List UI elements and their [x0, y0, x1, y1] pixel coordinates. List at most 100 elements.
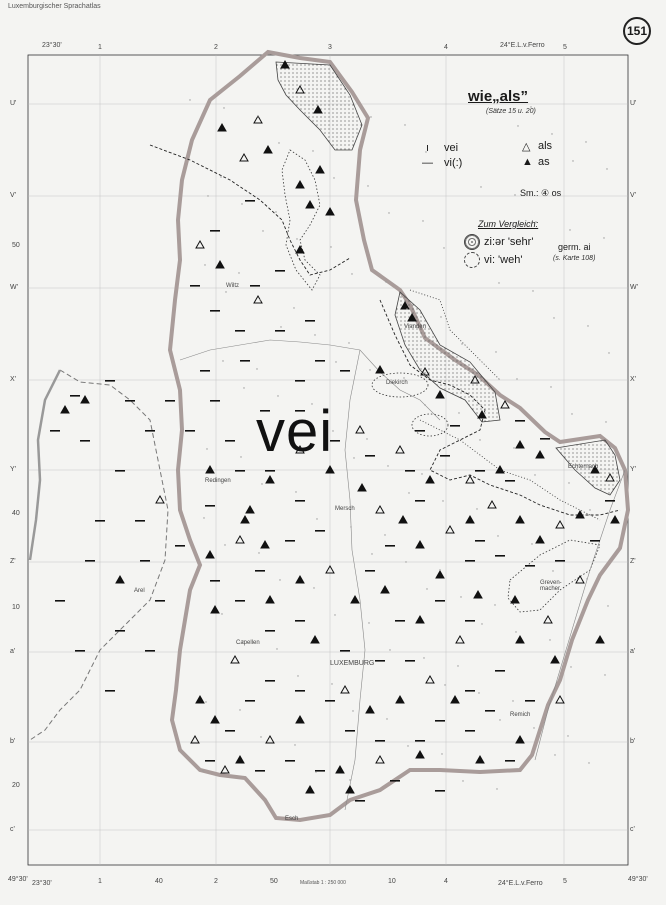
luxembourg-border	[167, 49, 631, 823]
as-symbol	[357, 482, 367, 492]
legend-compare-ref: (s. Karte 108)	[553, 255, 596, 262]
village-dot	[312, 150, 314, 152]
vi-symbol	[55, 600, 65, 602]
vi-symbol	[210, 580, 220, 582]
vi-symbol	[255, 770, 265, 772]
village-dot	[586, 578, 588, 580]
village-dot	[367, 185, 369, 187]
as-symbol	[477, 409, 487, 419]
as-symbol	[535, 534, 545, 544]
vi-symbol	[135, 520, 145, 522]
village-dot	[442, 500, 444, 502]
village-dot	[589, 509, 591, 511]
village-dot	[352, 710, 354, 712]
als-symbol	[265, 734, 275, 744]
as-symbol	[295, 179, 305, 189]
village-dot	[479, 439, 481, 441]
vi-symbol	[155, 600, 165, 602]
village-dot	[495, 351, 497, 353]
vi-symbol	[465, 620, 475, 622]
as-symbol	[515, 439, 525, 449]
axis-row-u: U'	[10, 100, 17, 107]
village-dot	[424, 404, 426, 406]
vi-symbol	[80, 440, 90, 442]
als-symbol	[295, 444, 305, 454]
as-symbol	[205, 464, 215, 474]
village-dot	[499, 719, 501, 721]
village-dot	[314, 334, 316, 336]
village-dot	[259, 299, 261, 301]
vi-symbol	[525, 565, 535, 567]
village-dot	[204, 264, 206, 266]
as-symbol	[465, 514, 475, 524]
map-symbols	[50, 59, 620, 802]
als-symbol	[487, 499, 497, 509]
vi-symbol	[210, 230, 220, 232]
als-symbol	[543, 614, 553, 624]
axis-bottom-left: 49°30'	[8, 876, 28, 883]
als-symbol	[355, 424, 365, 434]
als-symbol	[235, 534, 245, 544]
village-dot	[421, 473, 423, 475]
as-symbol	[295, 574, 305, 584]
village-dot	[350, 526, 352, 528]
vi-symbol	[295, 380, 305, 382]
place-luxemburg: LUXEMBURG	[330, 660, 375, 667]
legend-compare-germ: germ. ai	[558, 242, 591, 252]
vi-symbol	[125, 400, 135, 402]
legend-item-sm: Sm.: ④ os	[520, 188, 562, 198]
als-symbol	[190, 734, 200, 744]
village-dot	[240, 456, 242, 458]
axis-col-4-bottom: 4	[444, 878, 448, 885]
vi-symbol	[495, 670, 505, 672]
village-dot	[223, 107, 225, 109]
village-dot	[460, 596, 462, 598]
as-symbol	[265, 594, 275, 604]
vi-symbol	[340, 370, 350, 372]
vi-symbol	[315, 530, 325, 532]
vi-symbol	[260, 410, 270, 412]
als-symbol	[445, 524, 455, 534]
village-dot	[514, 194, 516, 196]
axis-rowmin-50: 50	[12, 242, 20, 249]
isogloss-vi	[149, 144, 621, 516]
village-dot	[257, 115, 259, 117]
as-symbol	[515, 734, 525, 744]
village-dot	[552, 570, 554, 572]
as-symbol	[260, 539, 270, 549]
village-dot	[334, 614, 336, 616]
axis-bottom-right: 49°30'	[628, 876, 648, 883]
village-dot	[517, 125, 519, 127]
as-symbol	[313, 104, 323, 114]
village-dot	[316, 518, 318, 520]
village-dot	[371, 553, 373, 555]
vi-symbol	[95, 520, 105, 522]
village-dot	[425, 151, 427, 153]
as-symbol	[515, 514, 525, 524]
legend-symbol-filled-triangle-icon: ▲	[522, 156, 533, 168]
axis-col-5-bottom: 5	[563, 878, 567, 885]
map-frame	[27, 54, 629, 866]
village-dot	[608, 352, 610, 354]
vi-symbol	[205, 760, 215, 762]
village-dot	[225, 291, 227, 293]
axis-row-b: b'	[10, 738, 16, 745]
vi-symbol	[440, 455, 450, 457]
place-diekirch: Diekirch	[386, 380, 408, 386]
as-symbol	[325, 206, 335, 216]
village-dot	[512, 700, 514, 702]
as-symbol	[398, 514, 408, 524]
als-symbol	[295, 84, 305, 94]
vi-symbol	[435, 600, 445, 602]
als-symbol	[375, 754, 385, 764]
place-capellen: Capellen	[236, 640, 260, 646]
vi-symbol	[245, 700, 255, 702]
vi-symbol	[295, 620, 305, 622]
place-redingen: Redingen	[205, 478, 231, 484]
as-symbol	[495, 464, 505, 474]
axis-min-40: 40	[155, 878, 163, 885]
vi-symbol	[210, 400, 220, 402]
vi-symbol	[250, 285, 260, 287]
vi-symbol	[245, 200, 255, 202]
